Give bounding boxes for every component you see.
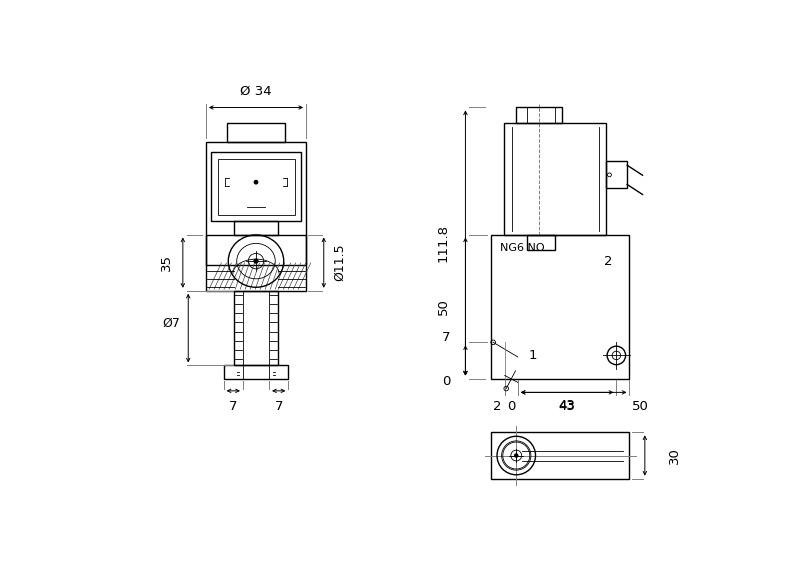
Text: 0: 0 [507, 400, 516, 413]
Text: 7: 7 [442, 331, 450, 344]
Text: 1: 1 [529, 349, 538, 362]
Text: 30: 30 [668, 447, 681, 464]
Text: Ø7: Ø7 [162, 317, 181, 330]
Text: 43: 43 [558, 400, 575, 413]
Text: 7: 7 [274, 400, 283, 413]
Text: Ø11.5: Ø11.5 [333, 244, 346, 282]
Text: 7: 7 [229, 400, 238, 413]
Text: 0: 0 [442, 375, 450, 388]
Text: 2: 2 [493, 400, 502, 413]
Circle shape [514, 454, 518, 457]
Text: 2: 2 [604, 255, 612, 268]
Text: 111.8: 111.8 [437, 224, 450, 262]
Circle shape [254, 259, 258, 263]
Text: 50: 50 [437, 298, 450, 315]
Circle shape [254, 180, 258, 184]
Text: 50: 50 [632, 400, 649, 413]
Text: NG6 NO: NG6 NO [500, 243, 545, 253]
Text: 35: 35 [160, 254, 173, 271]
Text: Ø 34: Ø 34 [240, 85, 272, 98]
Text: 43: 43 [558, 398, 575, 411]
